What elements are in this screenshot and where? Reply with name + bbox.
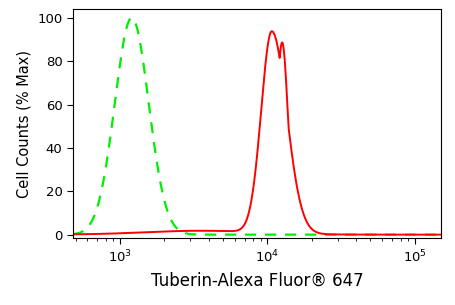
Y-axis label: Cell Counts (% Max): Cell Counts (% Max) [16, 49, 31, 198]
X-axis label: Tuberin-Alexa Fluor® 647: Tuberin-Alexa Fluor® 647 [151, 272, 364, 290]
